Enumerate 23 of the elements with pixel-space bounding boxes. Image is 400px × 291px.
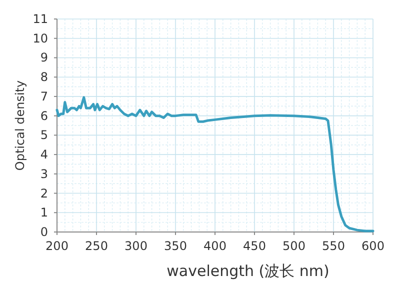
y-tick-label: 7 (40, 89, 48, 104)
y-tick-label: 9 (40, 50, 48, 65)
x-axis-title: wavelength (波长 nm) (166, 262, 330, 280)
x-tick-label: 200 (46, 239, 68, 253)
x-tick-label: 600 (362, 239, 384, 253)
x-tick-label: 250 (85, 239, 108, 253)
x-tick-label: 500 (282, 239, 306, 253)
y-tick-label: 10 (32, 31, 48, 46)
y-tick-label: 3 (40, 166, 48, 181)
y-tick-label: 4 (40, 148, 48, 162)
y-axis-title: Optical density (13, 80, 27, 171)
x-tick-label: 300 (124, 239, 148, 253)
x-tick-label: 350 (164, 239, 187, 253)
y-tick-label: 8 (40, 70, 48, 84)
y-tick-label: 1 (40, 206, 48, 220)
y-tick-label: 5 (40, 128, 48, 142)
y-tick-label: 2 (40, 186, 48, 200)
x-tick-label: 400 (204, 239, 226, 253)
x-tick-label: 450 (243, 239, 266, 253)
y-tick-label: 11 (32, 12, 48, 26)
x-tick-label: 550 (322, 239, 345, 253)
y-tick-label: 6 (40, 108, 48, 123)
y-tick-label: 0 (40, 225, 48, 239)
